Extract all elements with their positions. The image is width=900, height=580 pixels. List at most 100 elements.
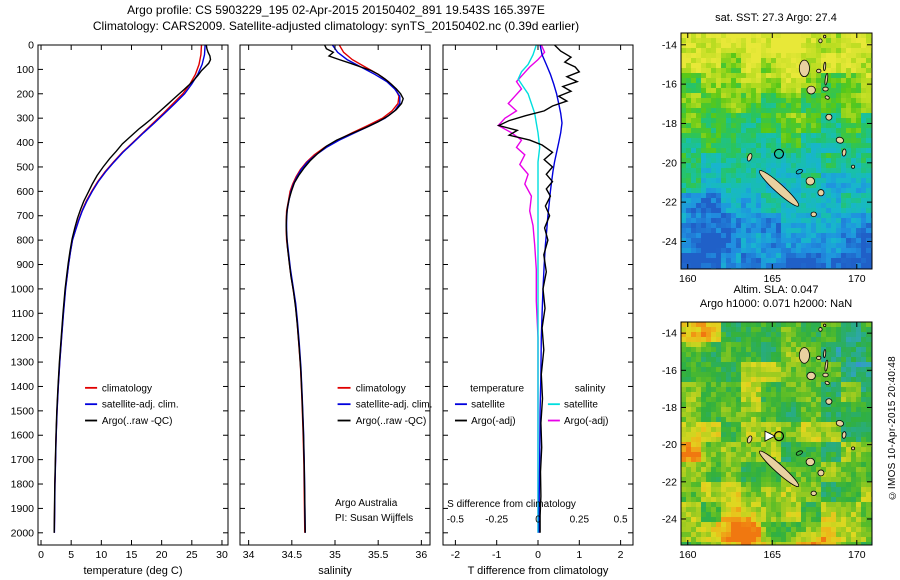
island-shape: [822, 86, 829, 92]
svg-text:salinity: salinity: [318, 565, 352, 577]
svg-text:1900: 1900: [11, 503, 35, 515]
svg-text:165: 165: [764, 273, 782, 285]
svg-text:800: 800: [16, 235, 34, 247]
svg-text:-24: -24: [662, 236, 677, 248]
island-shape: [841, 148, 847, 157]
svg-text:-24: -24: [662, 513, 677, 525]
svg-text:climatology: climatology: [102, 383, 152, 394]
svg-text:700: 700: [16, 210, 34, 222]
island-shape: [825, 398, 833, 405]
island-shape: [798, 59, 810, 78]
svg-text:0: 0: [535, 514, 541, 525]
svg-text:170: 170: [848, 273, 866, 285]
island-shape: [746, 435, 753, 444]
series-line: [496, 45, 581, 533]
island-shape: [795, 168, 803, 175]
svg-text:1: 1: [576, 549, 582, 561]
svg-text:S difference from climatology: S difference from climatology: [447, 499, 576, 510]
island-shape: [824, 380, 830, 385]
svg-text:2000: 2000: [11, 527, 35, 539]
svg-text:satellite: satellite: [471, 400, 505, 411]
svg-text:400: 400: [16, 137, 34, 149]
island-shape: [758, 450, 800, 488]
svg-text:1100: 1100: [11, 308, 34, 320]
svg-text:500: 500: [16, 161, 34, 173]
svg-text:T difference from climatology: T difference from climatology: [468, 565, 609, 577]
island-shape: [810, 211, 817, 218]
svg-text:climatology: climatology: [356, 383, 406, 394]
svg-text:100: 100: [16, 64, 34, 76]
series-line: [517, 45, 541, 533]
svg-text:15: 15: [126, 549, 138, 561]
svg-text:0.5: 0.5: [614, 514, 628, 525]
svg-text:35.5: 35.5: [368, 549, 389, 561]
float-arrow-marker: [764, 430, 776, 442]
island-shape: [823, 349, 827, 359]
island-shape: [835, 136, 844, 144]
svg-text:1200: 1200: [11, 332, 35, 344]
svg-text:temperature (deg C): temperature (deg C): [83, 565, 182, 577]
island-shape: [816, 355, 822, 360]
series-line: [53, 45, 212, 533]
svg-text:0: 0: [38, 549, 44, 561]
island-shape: [824, 359, 829, 372]
island-shape: [798, 347, 810, 364]
svg-text:200: 200: [16, 88, 34, 100]
svg-text:-14: -14: [662, 328, 677, 340]
sla-map-title-line1: Altim. SLA: 0.047: [733, 284, 819, 296]
svg-text:Argo(-adj): Argo(-adj): [564, 416, 608, 427]
island-shape: [817, 189, 825, 197]
svg-text:165: 165: [764, 549, 782, 561]
svg-text:1500: 1500: [11, 405, 35, 417]
svg-text:-1: -1: [492, 549, 501, 561]
sla-map: 160 165 170 -14 -16 -18 -20 -22 -24: [662, 321, 873, 561]
svg-text:35: 35: [329, 549, 341, 561]
svg-text:300: 300: [16, 113, 34, 125]
svg-text:25: 25: [186, 549, 198, 561]
difference-panel: -2 -1 0 1 2 T difference from climatology temp…: [442, 44, 634, 577]
copyright-text: ©IMOS 10-Apr-2015 20:40:48: [887, 356, 898, 501]
island-shape: [805, 457, 815, 467]
svg-text:satellite-adj. clim.: satellite-adj. clim.: [356, 400, 433, 411]
svg-text:1700: 1700: [11, 454, 35, 466]
figure-title-line1: Argo profile: CS 5903229_195 02-Apr-2015…: [127, 3, 545, 17]
island-shape: [806, 85, 816, 95]
temperature-profile-panel: 0 5 10 15 20 25 300100200300400500600700800900…: [11, 40, 229, 577]
island-shape: [825, 113, 833, 121]
island-shape: [823, 323, 827, 328]
island-shape: [824, 95, 830, 100]
series-line: [497, 45, 546, 533]
island-shape: [816, 68, 822, 74]
svg-text:-0.25: -0.25: [485, 514, 508, 525]
island-shape: [835, 420, 844, 427]
island-shape: [823, 61, 827, 72]
island-shape: [851, 164, 855, 169]
svg-text:160: 160: [679, 273, 697, 285]
series-line: [285, 45, 404, 533]
svg-text:-22: -22: [662, 476, 677, 488]
svg-text:satellite-adj. clim.: satellite-adj. clim.: [102, 400, 179, 411]
svg-text:20: 20: [156, 549, 168, 561]
salinity-profile-panel: 34 34.5 35 35.5 36 salinity climatology satelli…: [239, 44, 433, 577]
svg-text:10: 10: [95, 549, 107, 561]
svg-text:5: 5: [68, 549, 74, 561]
svg-text:Argo Australia: Argo Australia: [335, 498, 398, 509]
svg-text:170: 170: [848, 549, 866, 561]
island-shape: [851, 446, 855, 451]
island-shape: [810, 490, 817, 496]
svg-text:temperature: temperature: [470, 383, 524, 394]
svg-text:160: 160: [679, 549, 697, 561]
svg-text:-16: -16: [662, 79, 677, 91]
series-line: [285, 45, 400, 533]
svg-text:-16: -16: [662, 365, 677, 377]
island-shape: [746, 153, 753, 162]
island-shape: [758, 170, 800, 207]
svg-text:Argo(..raw -QC): Argo(..raw -QC): [102, 416, 173, 427]
svg-text:satellite: satellite: [564, 400, 598, 411]
svg-text:-22: -22: [662, 197, 677, 209]
sla-map-title-line2: Argo h1000: 0.071 h2000: NaN: [699, 298, 853, 310]
series-line: [53, 45, 206, 533]
island-shape: [818, 327, 823, 332]
